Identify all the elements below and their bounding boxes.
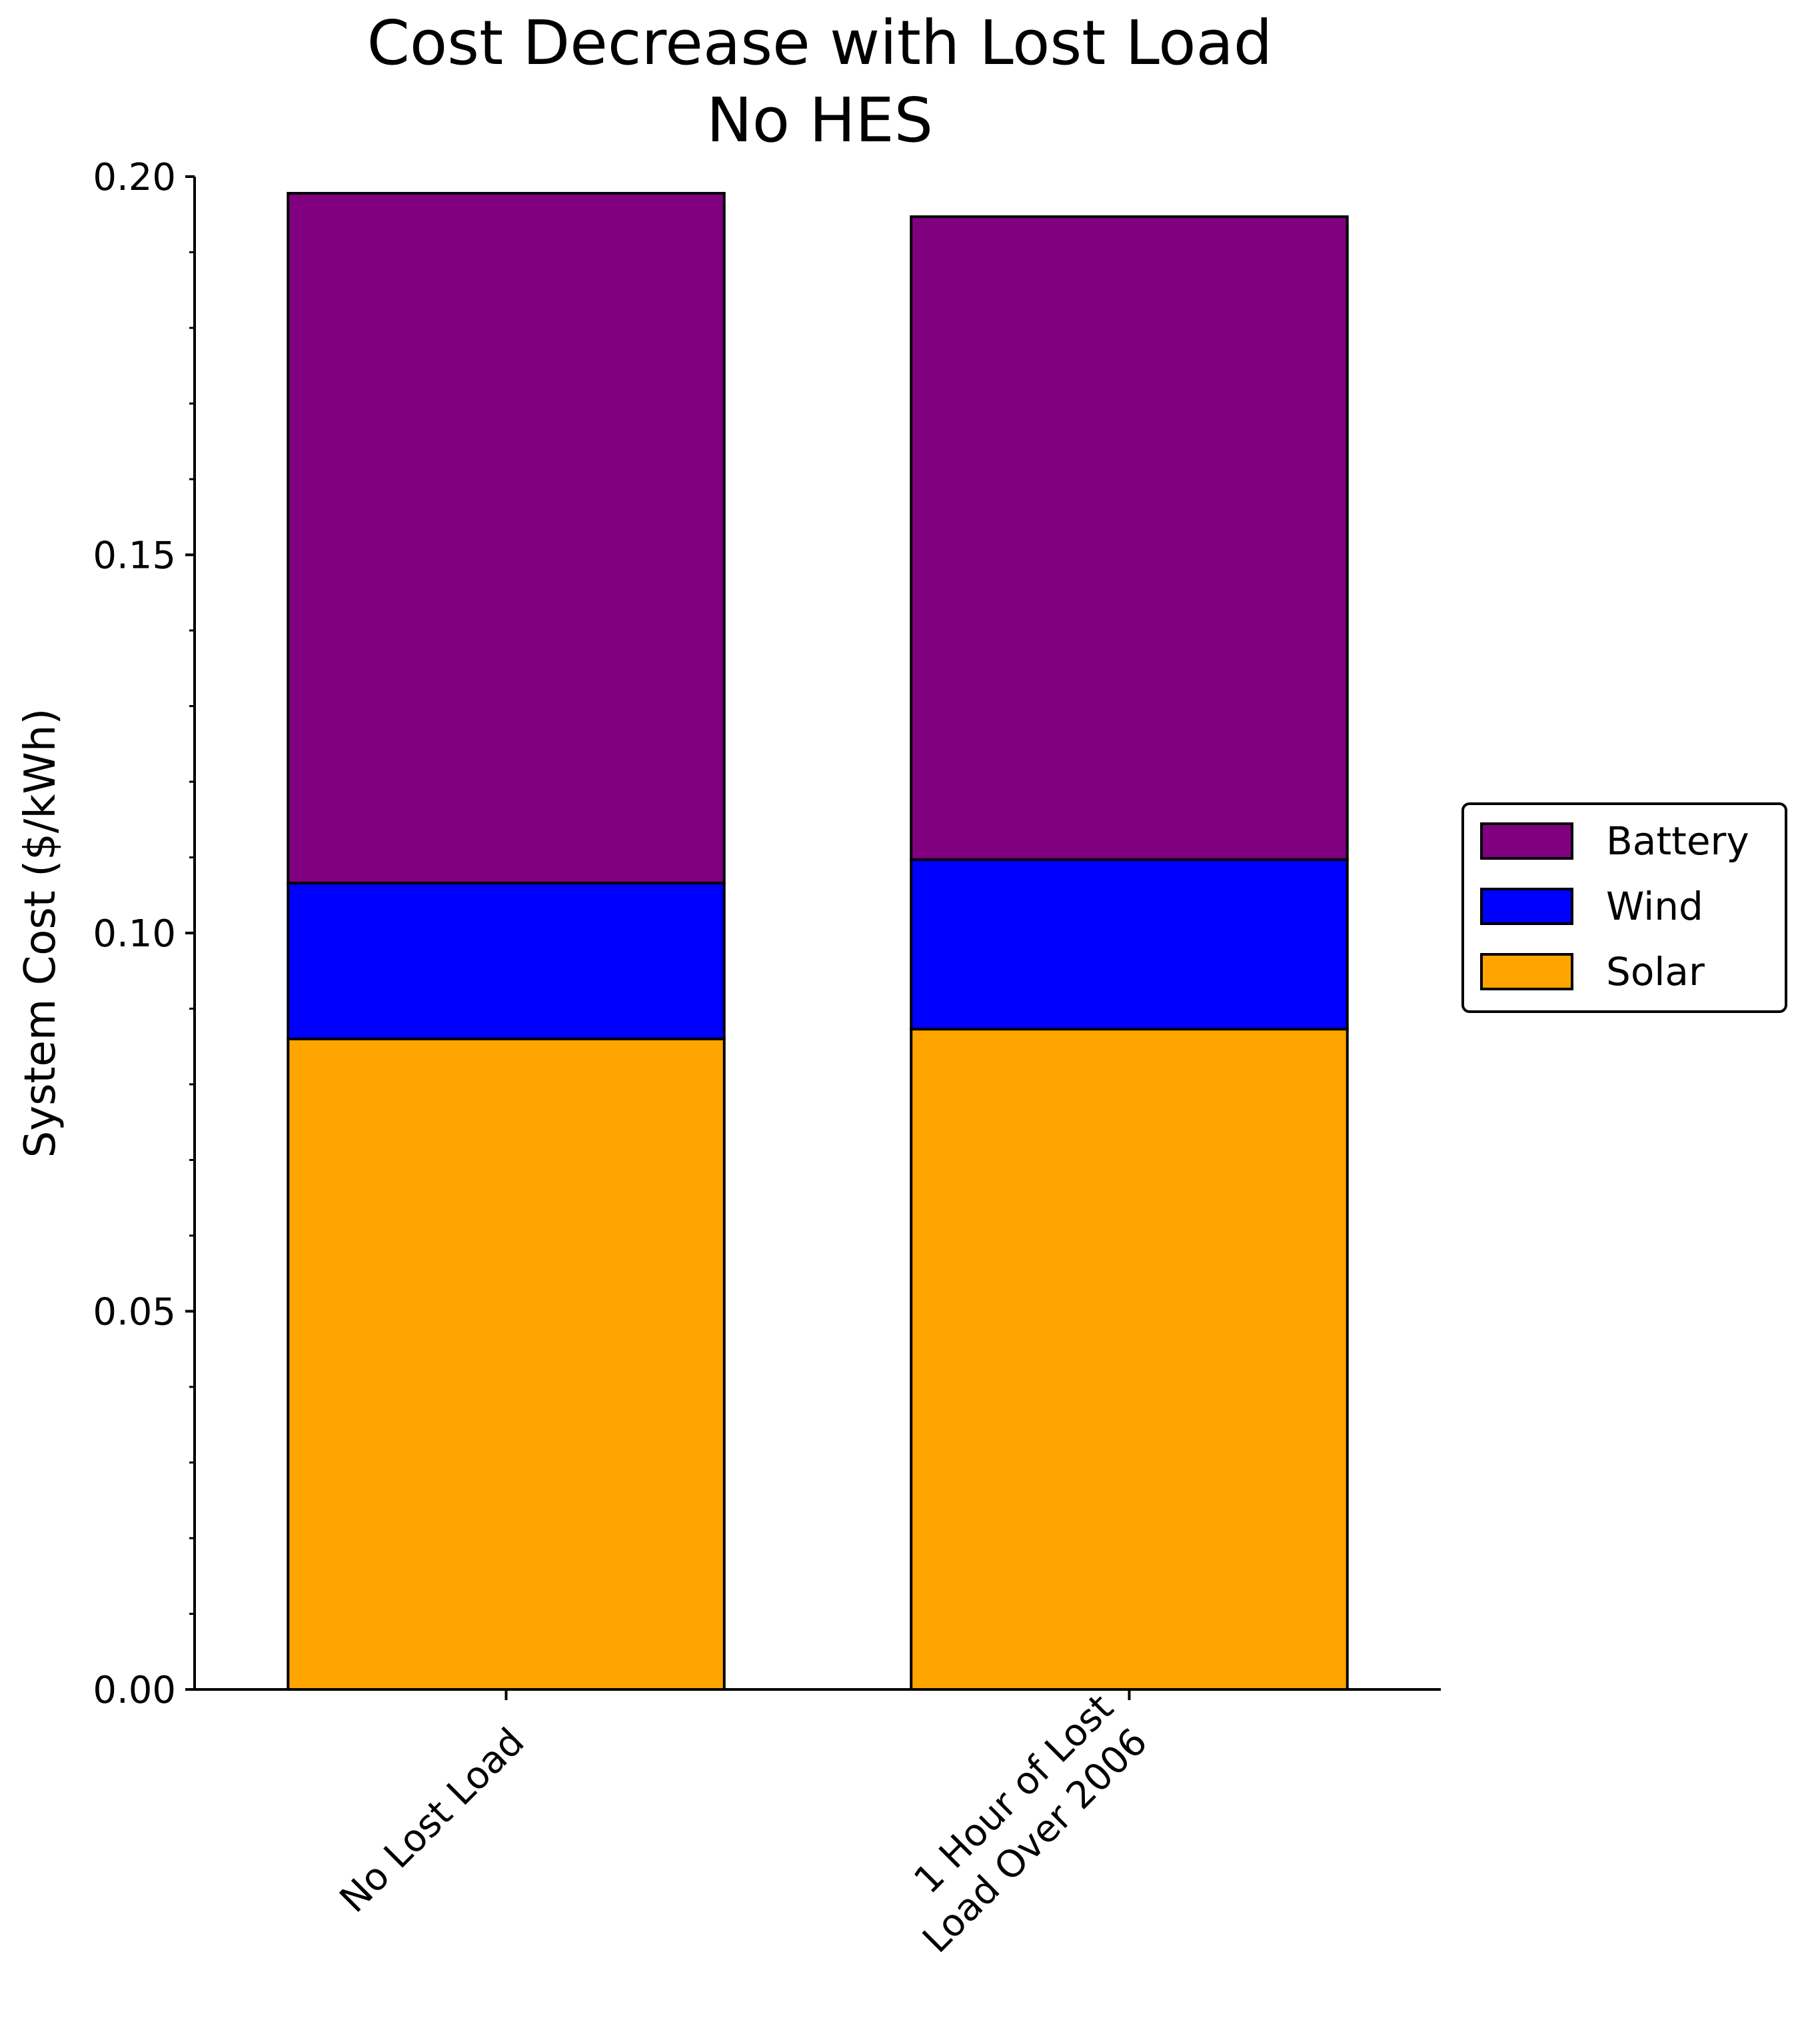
bar-segment-solar-1 (910, 1028, 1349, 1691)
legend-label-wind: Wind (1606, 884, 1703, 929)
bar-segment-battery-0 (287, 191, 726, 885)
legend-swatch-solar (1480, 953, 1573, 990)
bar-segment-wind-0 (287, 882, 726, 1040)
y-tick-label: 0.05 (93, 1291, 176, 1334)
x-tick-label: 1 Hour of LostLoad Over 2006 (880, 1686, 1156, 1961)
y-tick-label: 0.15 (93, 534, 176, 578)
legend-swatch-battery (1480, 822, 1573, 860)
bar-segment-solar-0 (287, 1037, 726, 1691)
x-tick-label: No Lost Load (332, 1720, 533, 1921)
legend-label-battery: Battery (1606, 818, 1749, 864)
y-axis-label: System Cost ($/kWh) (16, 708, 65, 1158)
bar-segment-battery-1 (910, 215, 1349, 861)
chart-title: Cost Decrease with Lost Load (367, 7, 1273, 79)
y-tick-label: 0.20 (93, 156, 176, 199)
y-tick-label: 0.00 (93, 1669, 176, 1712)
legend-label-solar: Solar (1606, 949, 1705, 994)
legend: Battery Wind Solar (1461, 802, 1787, 1013)
y-tick-label: 0.10 (93, 912, 176, 956)
legend-swatch-wind (1480, 888, 1573, 925)
bars-layer (287, 191, 1349, 1691)
chart-subtitle: No HES (706, 85, 933, 156)
bar-segment-wind-1 (910, 858, 1349, 1031)
